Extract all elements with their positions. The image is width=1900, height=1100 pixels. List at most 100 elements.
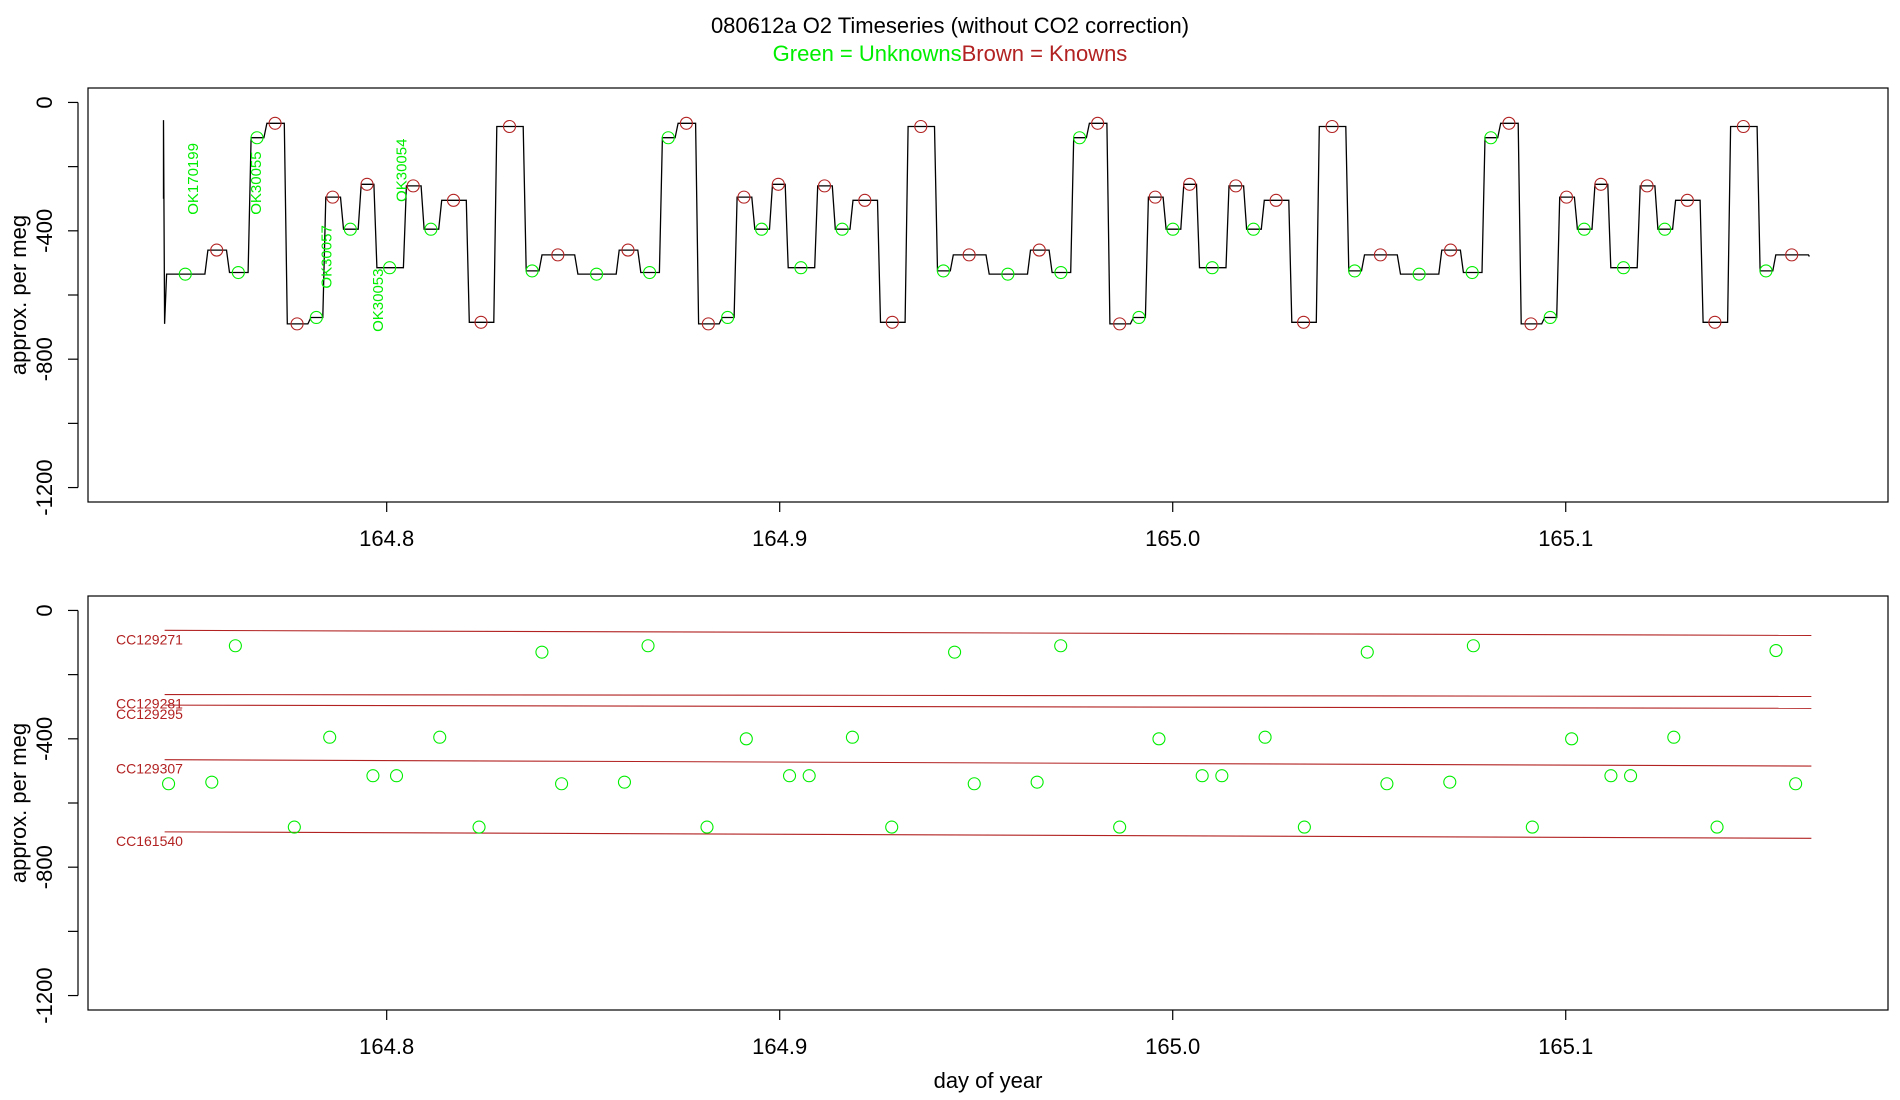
x-tick-label: 165.0 (1145, 526, 1200, 551)
unknown-point (389, 769, 404, 783)
unknown-point (1113, 820, 1127, 834)
unknown-point (721, 310, 735, 325)
known-point (446, 193, 461, 207)
known-point (406, 179, 420, 193)
unknown-point (1380, 777, 1394, 791)
known-point (210, 243, 224, 257)
unknown-point (1360, 645, 1374, 659)
unknown-point (1466, 639, 1480, 653)
unknown-point (472, 820, 486, 834)
unknown-point (1769, 644, 1783, 658)
unknown-sample-label: OK30057 (319, 225, 336, 288)
known-point (1444, 243, 1458, 257)
known-point (1524, 317, 1538, 331)
known-point (817, 179, 832, 193)
known-point (1594, 177, 1608, 191)
unknown-point (1565, 732, 1579, 746)
unknown-point (794, 261, 808, 275)
known-trend-line (164, 629, 1812, 637)
unknown-point (1667, 730, 1681, 744)
unknowns-legend-label: Green = Unknowns (772, 41, 962, 66)
unknown-point (178, 267, 192, 281)
known-point (1708, 315, 1722, 329)
unknown-point (366, 769, 380, 783)
y-tick-label: -400 (32, 717, 57, 761)
x-tick-label: 165.1 (1538, 526, 1593, 551)
y-axis-label: approx. per meg (6, 215, 31, 375)
known-point (1325, 119, 1339, 134)
unknown-point (885, 820, 899, 834)
unknown-point (555, 777, 569, 791)
known-point (1559, 190, 1574, 204)
known-point (1032, 243, 1046, 257)
x-tick-label: 165.1 (1538, 1034, 1593, 1059)
unknown-point (661, 131, 675, 145)
unknown-point (1616, 261, 1631, 275)
unknown-point (250, 131, 264, 145)
known-point (1640, 179, 1654, 193)
unknown-point (1577, 222, 1591, 236)
unknown-point (1001, 267, 1015, 281)
unknown-point (162, 777, 176, 791)
known-point (885, 315, 899, 329)
unknown-point (1604, 769, 1618, 783)
chart-title: 080612a O2 Timeseries (without CO2 corre… (710, 13, 1190, 38)
y-axis-label: approx. per meg (6, 723, 31, 883)
unknown-point (835, 222, 849, 236)
unknown-point (1297, 820, 1311, 834)
known-point (858, 193, 872, 207)
unknown-point (700, 820, 714, 834)
x-tick-label: 165.0 (1145, 1034, 1200, 1059)
unknown-point (948, 645, 962, 659)
known-point (771, 177, 785, 191)
known-point (1373, 248, 1387, 262)
unknown-point (231, 265, 245, 280)
unknown-point (1195, 769, 1209, 783)
unknown-point (1073, 131, 1087, 145)
panel-1-axes: 0 -400 -800 -1200 164.8 164.9 165.0 165.1 approx… (6, 87, 1889, 551)
unknown-point (383, 261, 397, 275)
unknown-point (1543, 310, 1557, 325)
known-point (1229, 179, 1243, 193)
y-tick-label: -1200 (32, 459, 57, 515)
known-cylinder-label: CC161540 (116, 833, 183, 849)
unknown-point (309, 310, 323, 325)
unknown-point (590, 267, 604, 281)
known-point (914, 119, 928, 134)
known-point (737, 190, 751, 204)
unknown-point (1759, 264, 1773, 278)
plot-frame (87, 595, 1889, 1011)
known-trend-line (164, 831, 1812, 839)
o2-trace-line (162, 120, 1810, 325)
known-point (1113, 317, 1127, 331)
known-point (679, 116, 693, 130)
unknown-point (617, 775, 632, 789)
unknown-sample-label: OK30055 (248, 151, 265, 214)
y-tick-label: -1200 (32, 967, 57, 1023)
known-point (1269, 193, 1283, 207)
unknown-point (287, 820, 301, 834)
unknown-point (845, 730, 859, 744)
known-point (326, 190, 340, 204)
known-point (962, 248, 976, 262)
known-point (290, 317, 304, 331)
known-point (1736, 119, 1750, 134)
unknown-point (1465, 265, 1479, 280)
known-cylinder-label: CC129307 (116, 761, 183, 777)
known-point (1148, 190, 1162, 204)
chart-title-area: 080612a O2 Timeseries (without CO2 corre… (0, 12, 1900, 68)
x-tick-label: 164.9 (752, 1034, 807, 1059)
unknown-point (424, 222, 438, 236)
known-point (1183, 177, 1197, 191)
known-cylinder-label: CC129295 (116, 706, 183, 722)
unknown-point (1215, 769, 1229, 783)
y-tick-label: 0 (32, 604, 57, 616)
plot-frame (87, 87, 1889, 503)
unknown-point (525, 264, 539, 278)
x-tick-label: 164.8 (359, 1034, 414, 1059)
unknown-sample-label: OK170199 (185, 143, 202, 215)
unknown-point (205, 775, 219, 789)
unknown-point (1152, 732, 1166, 746)
unknown-point (1132, 310, 1146, 325)
